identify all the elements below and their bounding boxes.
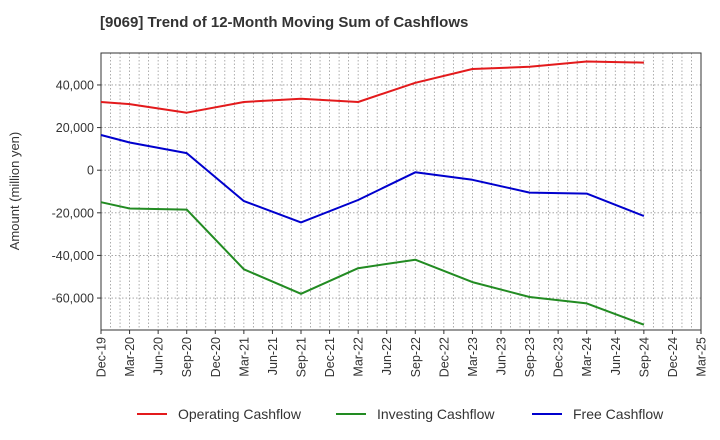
series-layer — [100, 60, 645, 326]
x-tick-label: Sep-23 — [523, 337, 537, 377]
x-tick-label: Jun-23 — [495, 337, 509, 375]
x-tick-label: Dec-22 — [437, 337, 451, 377]
x-tick-label: Sep-24 — [637, 337, 651, 377]
x-tick-label: Sep-20 — [180, 337, 194, 377]
legend: Operating Cashflow Investing Cashflow Free… — [137, 406, 664, 422]
y-tick-label: 40,000 — [56, 78, 94, 92]
series-line-operating-cashflow — [100, 60, 644, 114]
x-tick-label: Mar-22 — [352, 337, 366, 377]
x-tick-label: Mar-24 — [580, 337, 594, 377]
y-axis-title: Amount (million yen) — [7, 132, 22, 251]
plot-frame — [100, 52, 702, 331]
legend-label: Free Cashflow — [573, 406, 664, 422]
legend-label: Operating Cashflow — [178, 406, 302, 422]
y-tick-label: -40,000 — [52, 249, 94, 263]
x-tick-label: Dec-23 — [552, 337, 566, 377]
legend-label: Investing Cashflow — [377, 406, 495, 422]
x-tick-label: Mar-23 — [466, 337, 480, 377]
x-tick-label: Jun-20 — [152, 337, 166, 375]
y-tick-label: 0 — [87, 164, 94, 178]
x-axis-ticks: Dec-19 Mar-20 Jun-20 Sep-20 Dec-20 Mar-21 Jun-… — [95, 330, 709, 377]
x-tick-label: Mar-21 — [237, 337, 251, 377]
x-tick-label: Dec-24 — [666, 337, 680, 377]
series-line-free-cashflow — [100, 134, 645, 224]
x-tick-label: Sep-21 — [295, 337, 309, 377]
x-tick-label: Mar-20 — [123, 337, 137, 377]
x-tick-label: Dec-20 — [209, 337, 223, 377]
x-tick-label: Jun-21 — [266, 337, 280, 375]
y-tick-label: 20,000 — [56, 121, 94, 135]
grid-layer — [101, 53, 701, 330]
x-tick-label: Dec-21 — [323, 337, 337, 377]
x-tick-label: Jun-22 — [380, 337, 394, 375]
series-line-investing-cashflow — [100, 201, 645, 326]
y-axis-ticks: 40,000 20,000 0 -20,000 -40,000 -60,000 — [52, 78, 101, 306]
y-tick-label: -60,000 — [52, 292, 94, 306]
x-tick-label: Sep-22 — [409, 337, 423, 377]
x-tick-label: Jun-24 — [609, 337, 623, 375]
x-tick-label: Dec-19 — [95, 337, 109, 377]
x-tick-label: Mar-25 — [695, 337, 709, 377]
chart-title: [9069] Trend of 12-Month Moving Sum of C… — [100, 14, 469, 31]
y-tick-label: -20,000 — [52, 206, 94, 220]
